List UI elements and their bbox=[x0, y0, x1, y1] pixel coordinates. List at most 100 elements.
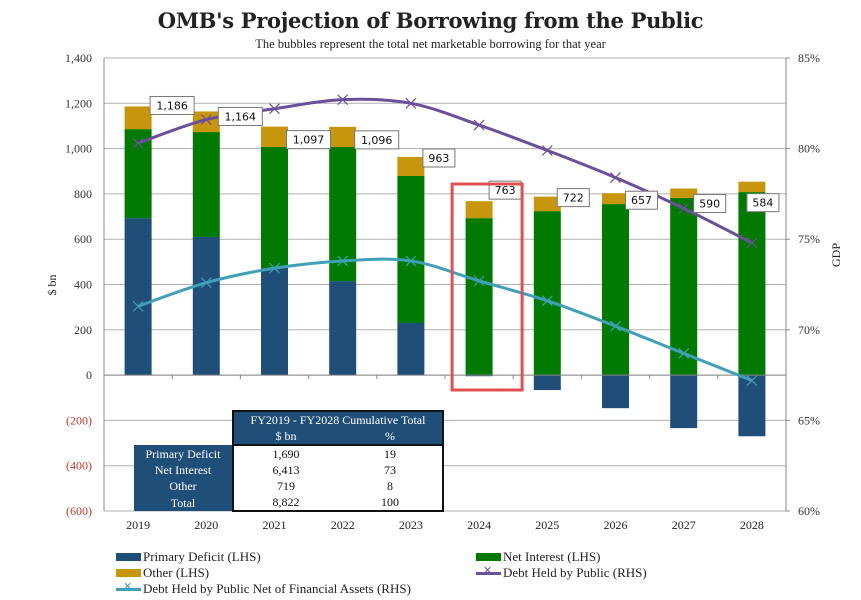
x-tick-label: 2024 bbox=[467, 518, 491, 532]
bar-primary-deficit-lhs-2028 bbox=[738, 375, 766, 437]
marker-2028 bbox=[746, 375, 758, 386]
legend-swatch bbox=[116, 553, 141, 561]
x-tick-label: 2021 bbox=[263, 518, 287, 532]
marker-2023 bbox=[405, 97, 417, 109]
bubble-box bbox=[149, 95, 195, 115]
cross-marker bbox=[541, 144, 553, 156]
y2-axis-label: GDP bbox=[829, 243, 843, 267]
bar-net-interest-lhs-2027 bbox=[670, 197, 698, 376]
bar-primary-deficit-lhs-2019 bbox=[124, 218, 152, 376]
table-cell-pct: 73 bbox=[338, 462, 444, 478]
marker-2026 bbox=[610, 172, 621, 184]
bars bbox=[124, 106, 766, 437]
bubble-2021: 1,097 bbox=[286, 130, 331, 150]
cross-marker bbox=[678, 202, 690, 214]
marker-2025 bbox=[541, 144, 553, 156]
table-cell-pct: 19 bbox=[338, 444, 444, 462]
legend-item-debt-held-by-public: Debt Held by Public (RHS) bbox=[476, 564, 647, 581]
bubble-2024: 763 bbox=[488, 180, 522, 200]
marker-2020 bbox=[200, 114, 212, 126]
cross-marker bbox=[473, 119, 485, 131]
cross-marker bbox=[200, 277, 212, 289]
legend-label: Primary Deficit (LHS) bbox=[143, 549, 261, 564]
y2-tick-label: 65% bbox=[798, 413, 820, 427]
bubble-text: 590 bbox=[699, 197, 720, 210]
lines bbox=[132, 94, 758, 386]
tick-labels: 1,400 1,200 1,000 800 600 400 200 0 (200) (400) (6… bbox=[65, 51, 820, 532]
marker-2024 bbox=[473, 275, 485, 287]
marker-2020 bbox=[200, 277, 212, 289]
y-tick-label: 400 bbox=[74, 278, 92, 292]
cross-marker-icon bbox=[116, 580, 141, 594]
bar-other-lhs-2026 bbox=[602, 193, 629, 205]
legend-item-net-interest: Net Interest (LHS) bbox=[476, 549, 600, 565]
bar-primary-deficit-lhs-2021 bbox=[261, 267, 288, 376]
cross-marker bbox=[269, 262, 280, 274]
marker-2028 bbox=[746, 237, 758, 249]
marker-2022 bbox=[337, 94, 349, 106]
table-cell-bn: 1,690 bbox=[232, 444, 338, 462]
y2-tick-label: 85% bbox=[798, 51, 820, 65]
bubble-text: 584 bbox=[752, 197, 773, 210]
axes bbox=[103, 58, 787, 511]
table-cell-pct: 8 bbox=[338, 478, 444, 494]
chart-title: OMB's Projection of Borrowing from the P… bbox=[157, 8, 704, 33]
marker-2021 bbox=[269, 103, 280, 115]
x-tick-label: 2020 bbox=[194, 518, 218, 532]
bubble-text: 722 bbox=[563, 192, 584, 205]
bubble-box bbox=[556, 188, 590, 208]
cross-marker bbox=[473, 275, 485, 287]
bar-other-lhs-2028 bbox=[738, 181, 766, 193]
cross-marker-icon bbox=[476, 564, 501, 578]
legend-swatch bbox=[476, 553, 501, 561]
legend-item-primary-deficit: Primary Deficit (LHS) bbox=[116, 549, 261, 565]
cross-marker bbox=[746, 237, 758, 249]
table-row: Total 8,822 100 bbox=[134, 494, 444, 512]
marker-2019 bbox=[132, 300, 144, 312]
marker-2027 bbox=[678, 347, 690, 359]
marker-2024 bbox=[473, 119, 485, 131]
cross-marker bbox=[746, 375, 758, 386]
marker-2022 bbox=[337, 255, 349, 267]
marker-2027 bbox=[678, 202, 690, 214]
bar-net-interest-lhs-2028 bbox=[738, 192, 766, 376]
bubble-box bbox=[286, 130, 331, 150]
y-tick-label: (400) bbox=[66, 459, 92, 473]
bubble-text: 763 bbox=[495, 184, 516, 197]
bubble-text: 1,164 bbox=[225, 110, 257, 123]
x-tick-label: 2023 bbox=[399, 518, 423, 532]
bubble-2027: 590 bbox=[693, 193, 727, 213]
x-tick-label: 2027 bbox=[672, 518, 696, 532]
bubble-box bbox=[625, 190, 658, 210]
y-tick-label: (200) bbox=[66, 413, 92, 427]
cross-marker bbox=[541, 295, 553, 307]
bar-other-lhs-2025 bbox=[533, 196, 561, 212]
legend-label: Debt Held by Public Net of Financial Ass… bbox=[143, 581, 411, 596]
bar-other-lhs-2019 bbox=[124, 106, 152, 130]
y-axis-label: $ bn bbox=[45, 275, 59, 296]
cross-marker bbox=[200, 114, 212, 126]
bubble-box bbox=[746, 193, 780, 213]
bubble-2025: 722 bbox=[556, 188, 590, 208]
cross-marker bbox=[337, 94, 349, 106]
bar-other-lhs-2027 bbox=[670, 188, 698, 198]
legend-label: Debt Held by Public (RHS) bbox=[503, 565, 647, 580]
table-row-label: Net Interest bbox=[134, 462, 233, 478]
bubble-2019: 1,186 bbox=[149, 95, 195, 115]
marker-2026 bbox=[610, 320, 621, 332]
y-tick-label: 0 bbox=[86, 368, 92, 382]
bar-net-interest-lhs-2021 bbox=[261, 147, 288, 268]
cross-marker bbox=[678, 347, 690, 359]
bubble-box bbox=[693, 193, 727, 213]
y2-tick-label: 75% bbox=[798, 232, 820, 246]
chart-subtitle: The bubbles represent the total net mark… bbox=[255, 37, 606, 51]
bar-primary-deficit-lhs-2024 bbox=[465, 375, 493, 377]
bar-net-interest-lhs-2024 bbox=[465, 218, 493, 376]
marker-2023 bbox=[405, 255, 417, 267]
bar-other-lhs-2024 bbox=[465, 201, 493, 219]
bar-net-interest-lhs-2023 bbox=[397, 176, 425, 324]
bar-primary-deficit-lhs-2025 bbox=[533, 375, 561, 391]
table-row: Net Interest 6,413 73 bbox=[134, 462, 444, 478]
bubble-2028: 584 bbox=[746, 193, 780, 213]
